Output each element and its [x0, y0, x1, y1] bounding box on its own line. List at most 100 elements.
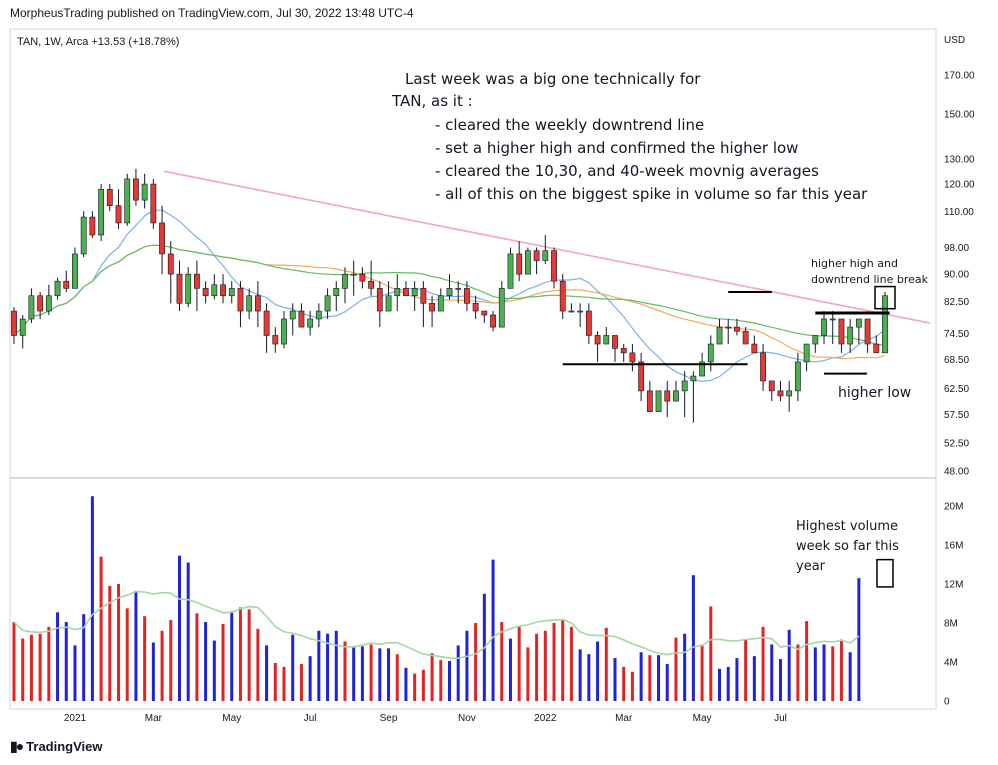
candle-up: [315, 310, 322, 320]
candle-down: [176, 273, 183, 304]
volume-bar: [526, 647, 530, 701]
volume-bar: [543, 630, 547, 701]
symbol-legend: TAN, 1W, Arca +13.53 (+18.78%): [17, 36, 179, 48]
price-tick-label: 57.50: [944, 410, 969, 421]
price-tick-label: 68.50: [944, 355, 969, 366]
volume-bar: [82, 614, 86, 701]
volume-bar: [735, 658, 739, 701]
price-tick-label: 62.50: [944, 384, 969, 395]
volume-bar: [517, 626, 521, 701]
candle-up: [690, 375, 697, 382]
volume-bar: [813, 647, 817, 701]
volume-bar: [99, 556, 103, 701]
price-tick-label: 130.00: [944, 155, 975, 166]
candle-down: [376, 288, 383, 312]
candle-down: [106, 189, 113, 206]
volume-bar: [230, 611, 234, 701]
candle-down: [420, 288, 427, 304]
time-tick-label: 2021: [64, 713, 87, 724]
time-tick-label: Jul: [304, 713, 317, 724]
volume-bar: [369, 644, 373, 701]
candle-up: [577, 310, 584, 313]
volume-bar: [360, 646, 364, 701]
candle-down: [734, 326, 740, 332]
volume-bar: [291, 634, 295, 701]
candle-up: [821, 318, 827, 336]
volume-ma-line: [13, 590, 860, 660]
volume-bar: [761, 626, 765, 701]
volume-note-2: week so far this: [796, 539, 899, 554]
candle-down: [777, 390, 784, 397]
candle-down: [516, 253, 523, 275]
volume-bar: [317, 630, 321, 701]
volume-tick-label: 4M: [944, 658, 958, 669]
volume-bar: [578, 649, 582, 701]
volume-bar: [308, 656, 312, 701]
volume-bar: [326, 633, 330, 701]
price-tick-label: 90.00: [944, 270, 969, 281]
volume-bar: [265, 645, 269, 701]
volume-bar: [839, 639, 843, 701]
candle-down: [298, 310, 305, 328]
volume-bar: [343, 641, 347, 701]
candle-down: [864, 318, 871, 345]
volume-bar: [456, 645, 460, 701]
candle-up: [655, 390, 662, 413]
candle-down: [220, 284, 226, 297]
price-tick-label: 120.00: [944, 180, 975, 191]
volume-bar: [726, 666, 730, 701]
volume-bar: [387, 648, 391, 701]
tradingview-logo[interactable]: ▮● TradingView: [10, 738, 103, 755]
volume-bar: [47, 626, 51, 701]
candle-down: [133, 178, 139, 201]
note-intro-1: Last week was a big one technically for: [405, 70, 701, 88]
candle-up: [446, 288, 453, 297]
volume-bar: [38, 633, 42, 701]
candle-down: [585, 310, 592, 336]
notes-block: Last week was a big one technically for …: [391, 70, 868, 203]
volume-bar: [508, 638, 512, 701]
volume-bar: [73, 645, 77, 701]
volume-tick-label: 12M: [944, 580, 963, 591]
time-tick-label: Sep: [380, 713, 398, 724]
candle-up: [681, 380, 688, 392]
volume-bar: [195, 613, 199, 701]
candle-down: [37, 295, 44, 312]
candle-down: [272, 335, 279, 345]
candle-up: [54, 280, 61, 297]
candle-up: [673, 390, 679, 402]
price-tick-label: 150.00: [944, 110, 975, 121]
publisher-line: MorpheusTrading published on TradingView…: [10, 6, 414, 20]
candle-down: [194, 273, 200, 289]
volume-bar: [12, 622, 16, 701]
candle-up: [725, 326, 732, 329]
candle-up: [307, 318, 314, 328]
volume-bar: [709, 606, 713, 701]
volume-bar: [465, 630, 469, 701]
volume-bar: [90, 496, 94, 701]
volume-bar: [134, 590, 138, 701]
volume-bar: [256, 628, 260, 701]
volume-bar: [334, 630, 338, 701]
candle-down: [89, 216, 96, 236]
candle-down: [403, 288, 409, 297]
volume-bar: [282, 666, 286, 701]
volume-bar: [674, 637, 678, 701]
candle-up: [45, 295, 52, 312]
candle-up: [829, 318, 836, 321]
volume-bar: [805, 621, 809, 701]
volume-bar: [657, 655, 661, 701]
candle-down: [490, 314, 496, 328]
volume-bar: [439, 660, 443, 701]
candle-down: [254, 295, 261, 312]
candle-down: [612, 335, 618, 349]
volume-bar: [212, 640, 216, 701]
candle-up: [507, 253, 514, 289]
candle-up: [289, 310, 296, 320]
volume-bar: [683, 633, 687, 701]
volume-bar: [177, 555, 181, 701]
currency-label: USD: [944, 35, 965, 46]
candle-down: [63, 280, 70, 289]
volume-bar: [535, 633, 539, 701]
